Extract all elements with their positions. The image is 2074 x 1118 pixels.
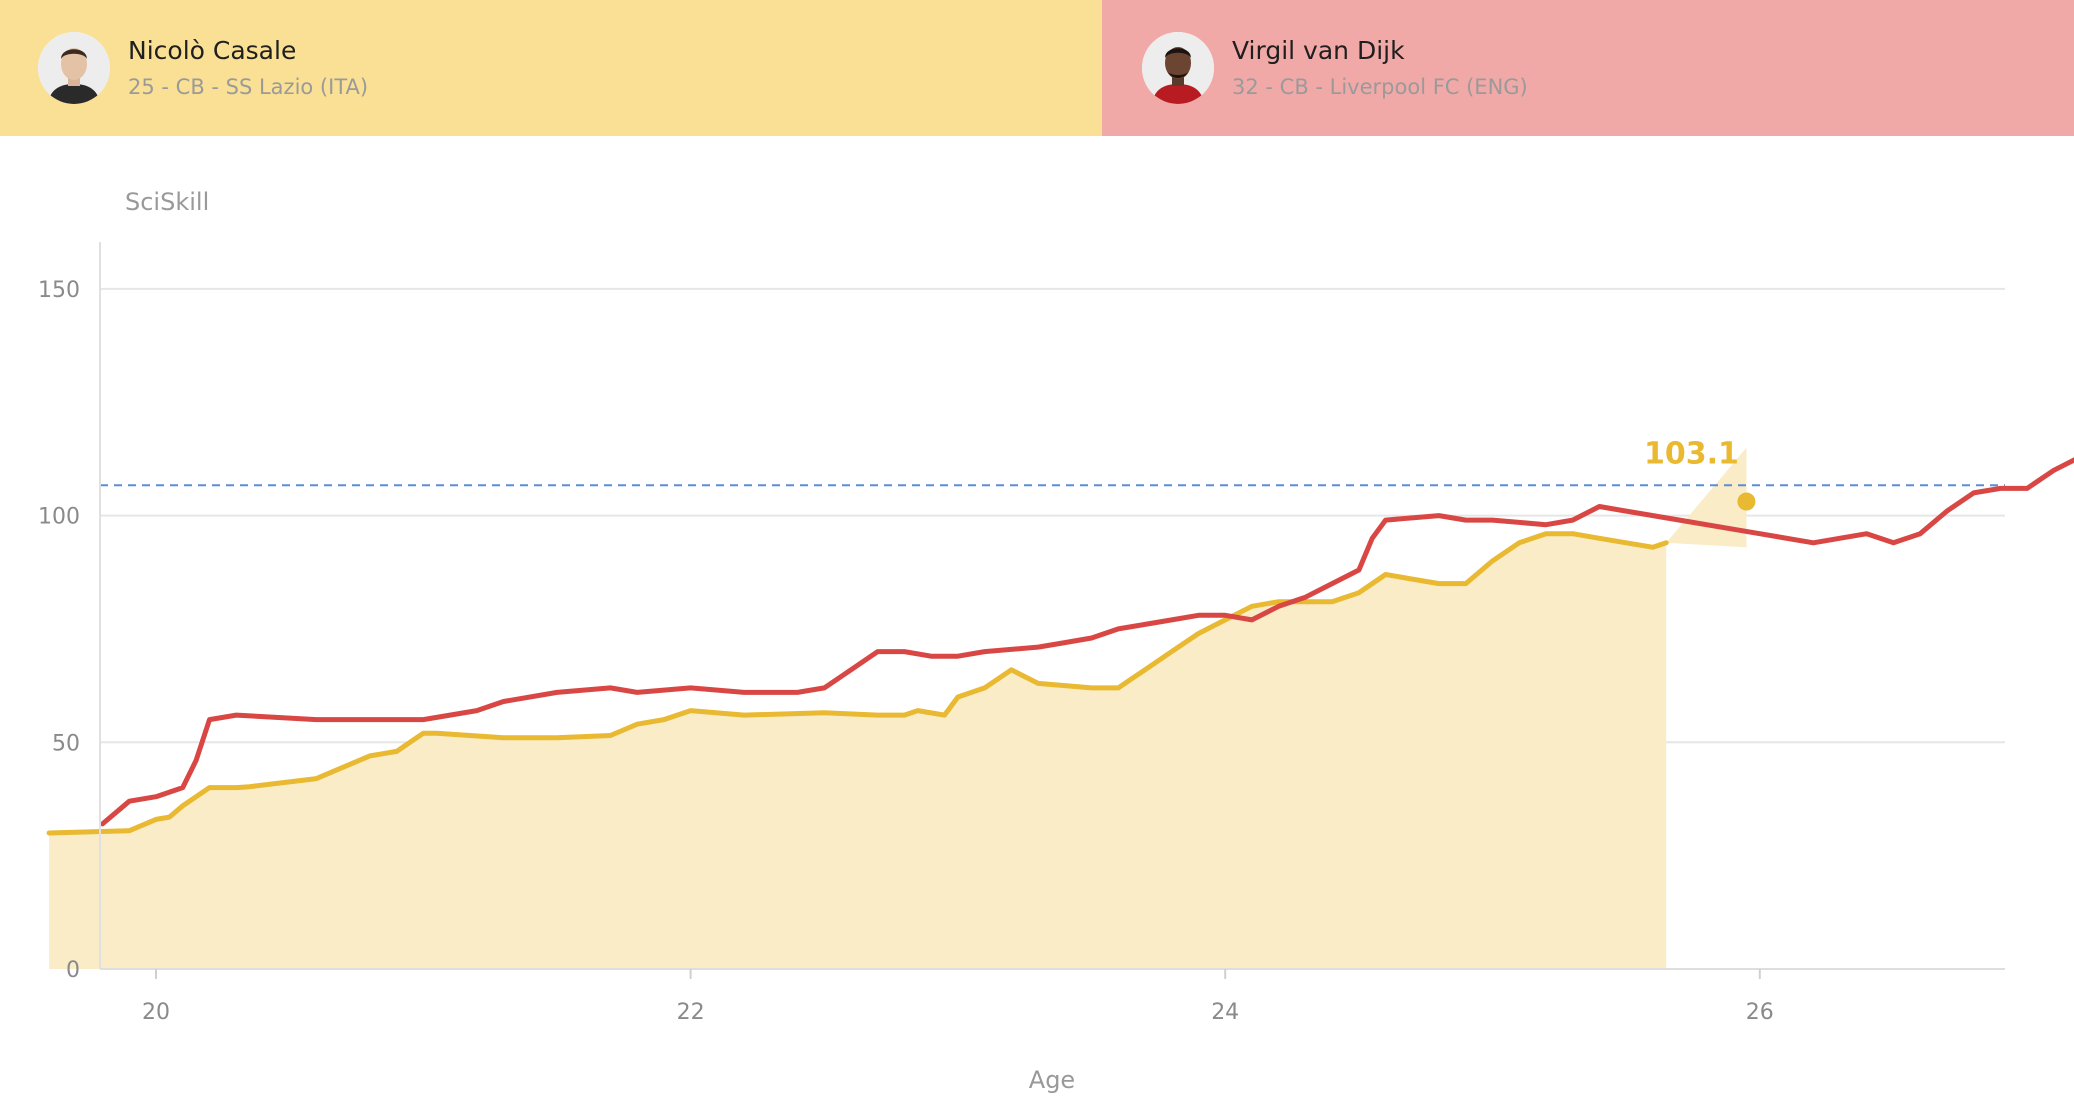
- player-comparison-header: Nicolò Casale 25 - CB - SS Lazio (ITA) V…: [0, 0, 2074, 136]
- y-tick-label: 150: [38, 278, 80, 303]
- y-tick-label: 0: [66, 958, 80, 983]
- series-line-casale: [46, 531, 1669, 836]
- y-tick-label: 50: [52, 731, 80, 756]
- player-avatar-icon: [38, 32, 110, 104]
- area-layer: [49, 447, 1747, 969]
- player-avatar-icon: [1142, 32, 1214, 104]
- series-lines: [46, 457, 2074, 836]
- series-line-van-dijk: [100, 457, 2074, 827]
- player-card-casale[interactable]: Nicolò Casale 25 - CB - SS Lazio (ITA): [0, 0, 1102, 136]
- x-tick-label: 22: [677, 1000, 705, 1025]
- player-card-van-dijk[interactable]: Virgil van Dijk 32 - CB - Liverpool FC (…: [1102, 0, 2074, 136]
- value-label-casale: 103.1: [1644, 437, 1739, 472]
- x-tick-label: 20: [142, 1000, 170, 1025]
- player-name: Nicolò Casale: [128, 36, 297, 66]
- player-meta: 32 - CB - Liverpool FC (ENG): [1232, 74, 1528, 99]
- crosshair: [100, 484, 2005, 487]
- x-tick-label: 24: [1211, 1000, 1239, 1025]
- y-tick-label: 100: [38, 505, 80, 530]
- y-axis-title: SciSkill: [125, 188, 209, 216]
- value-markers: 103.1104.5: [1644, 437, 1756, 511]
- axes: 05010015020222426283032: [38, 242, 2005, 1025]
- sciskill-chart[interactable]: SciSkill Age 05010015020222426283032 103…: [0, 136, 2074, 1118]
- player-name: Virgil van Dijk: [1232, 36, 1405, 66]
- series-area-casale: [49, 533, 1667, 969]
- x-tick-label: 26: [1746, 1000, 1774, 1025]
- player-meta: 25 - CB - SS Lazio (ITA): [128, 74, 369, 99]
- x-axis-title: Age: [1029, 1066, 1075, 1094]
- value-marker: [1737, 492, 1756, 511]
